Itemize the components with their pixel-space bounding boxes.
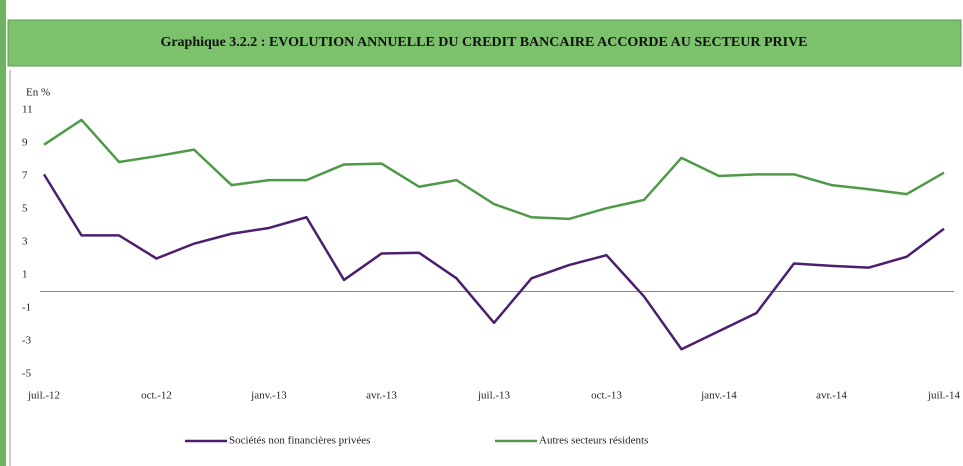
y-tick-label: 11	[22, 104, 33, 116]
y-tick-label: 1	[22, 269, 28, 281]
header-band	[7, 19, 962, 67]
x-tick-label: juil.-13	[477, 390, 511, 402]
x-tick-label: juil.-12	[27, 390, 60, 402]
x-tick-label: avr.-14	[816, 390, 847, 402]
y-tick-label: -1	[22, 302, 31, 314]
y-tick-label: -3	[22, 335, 32, 347]
chart-title: Graphique 3.2.2 : EVOLUTION ANNUELLE DU …	[160, 35, 807, 50]
x-tick-label: avr.-13	[366, 390, 397, 402]
legend-label: Sociétés non financières privées	[229, 435, 370, 447]
x-tick-label: oct.-12	[141, 390, 172, 402]
x-tick-label: juil.-14	[927, 390, 961, 402]
x-tick-label: janv.-14	[700, 390, 737, 402]
x-tick-label: oct.-13	[591, 390, 622, 402]
y-tick-label: 5	[22, 203, 28, 215]
series-line	[42, 173, 945, 351]
series-line	[43, 118, 945, 221]
y-tick-label: -5	[22, 368, 32, 380]
y-axis-label: En %	[26, 87, 50, 99]
legend-label: Autres secteurs résidents	[539, 435, 648, 447]
y-tick-label: 9	[22, 137, 28, 149]
y-tick-label: 7	[22, 170, 28, 182]
x-tick-label: janv.-13	[250, 390, 287, 402]
left-strip	[0, 0, 6, 466]
y-tick-label: 3	[22, 236, 28, 248]
